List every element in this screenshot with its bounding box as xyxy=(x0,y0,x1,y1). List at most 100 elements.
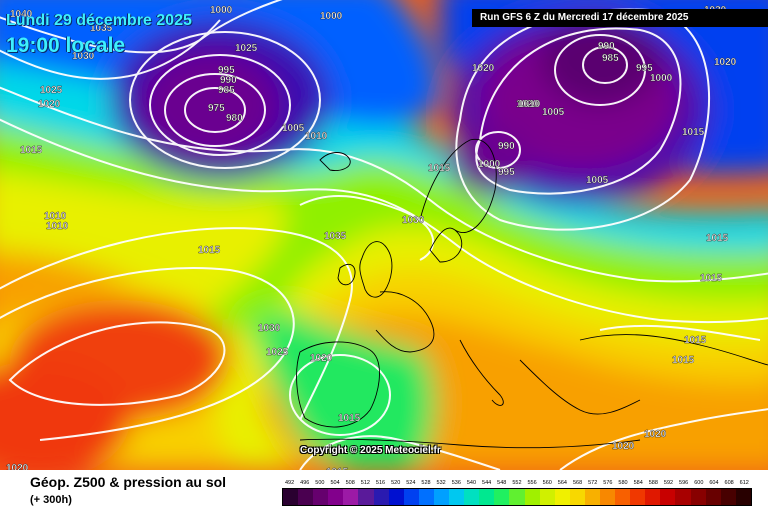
legend-label: 536 xyxy=(451,480,461,486)
legend-swatch xyxy=(403,489,419,505)
legend-label: 544 xyxy=(482,480,492,486)
pressure-label: 1025 xyxy=(266,347,289,358)
legend-swatch xyxy=(630,489,646,505)
legend-label: 520 xyxy=(391,480,401,486)
pressure-label: 1000 xyxy=(478,159,501,170)
pressure-label: 990 xyxy=(220,75,237,86)
legend-bar xyxy=(282,488,752,506)
legend-labels: 492 496 500 504 508 512 516 520 524 528 532 536 540 5… xyxy=(282,478,752,488)
coast-iceland xyxy=(319,152,351,171)
isobar-1020-africa xyxy=(559,408,768,470)
legend-label: 540 xyxy=(466,480,477,486)
legend-label: 596 xyxy=(679,480,689,486)
pressure-label: 1010 xyxy=(46,221,69,232)
isobar-1005-east xyxy=(475,27,682,195)
legend-swatch xyxy=(283,489,299,505)
pressure-label: 1025 xyxy=(40,85,63,96)
legend-label: 512 xyxy=(360,480,370,486)
isobar-1015-band xyxy=(0,86,768,283)
legend-swatch xyxy=(494,489,510,505)
legend-label: 532 xyxy=(436,480,446,486)
pressure-label: 1015 xyxy=(684,335,707,346)
pressure-labels: 1040103510301025102010009959909859759801… xyxy=(6,5,737,470)
pressure-label: 1025 xyxy=(235,43,258,54)
legend-label: 564 xyxy=(557,480,567,486)
legend-swatch xyxy=(358,489,374,505)
legend-label: 600 xyxy=(694,480,704,486)
legend-label: 552 xyxy=(512,480,522,486)
pressure-label: 1020 xyxy=(6,463,29,470)
coast-ireland xyxy=(337,264,356,286)
pressure-label: 1020 xyxy=(472,63,495,74)
pressure-label: 1015 xyxy=(700,273,723,284)
legend-swatch xyxy=(509,489,525,505)
legend-swatch xyxy=(584,489,600,505)
color-legend: 492 496 500 504 508 512 516 520 524 528 532 536 540 5… xyxy=(282,478,752,506)
pressure-label: 1010 xyxy=(518,99,541,110)
pressure-label: 1010 xyxy=(305,131,328,142)
valid-date: Lundi 29 décembre 2025 xyxy=(6,12,192,29)
legend-swatch xyxy=(343,489,359,505)
pressure-label: 1035 xyxy=(90,23,113,34)
legend-swatch xyxy=(554,489,570,505)
legend-swatch xyxy=(449,489,465,505)
legend-label: 584 xyxy=(633,480,643,486)
legend-swatch xyxy=(660,489,676,505)
legend-swatch xyxy=(720,489,736,505)
legend-label: 556 xyxy=(527,480,537,486)
geopotential-map: 1040103510301025102010009959909859759801… xyxy=(0,0,768,470)
legend-swatch xyxy=(690,489,706,505)
pressure-label: 1015 xyxy=(706,233,729,244)
pressure-label: 985 xyxy=(602,53,619,64)
legend-label: 496 xyxy=(300,480,310,486)
pressure-label: 990 xyxy=(498,141,515,152)
pressure-label: 1005 xyxy=(542,107,565,118)
legend-swatch xyxy=(373,489,389,505)
copyright-text: Copyright © 2025 Meteociel.fr xyxy=(300,445,441,456)
isobar-975 xyxy=(184,87,246,133)
isobar-995 xyxy=(149,54,291,156)
run-info-box: Run GFS 6 Z du Mercredi 17 décembre 2025 xyxy=(472,9,768,27)
coast-iberia xyxy=(296,341,380,428)
valid-time: 19:00 locale xyxy=(6,34,126,57)
isobar-1015-balkan xyxy=(599,324,761,341)
isobar-1030-south xyxy=(8,321,226,406)
legend-label: 568 xyxy=(572,480,583,486)
legend-label: 500 xyxy=(315,480,325,486)
product-title: Géop. Z500 & pression au sol xyxy=(30,474,227,490)
pressure-label: 990 xyxy=(598,41,615,52)
legend-swatch xyxy=(524,489,540,505)
pressure-label: 1030 xyxy=(72,51,95,62)
legend-swatch xyxy=(298,489,314,505)
legend-swatch xyxy=(464,489,480,505)
legend-swatch xyxy=(675,489,691,505)
legend-swatch xyxy=(735,489,751,505)
legend-swatch xyxy=(433,489,450,505)
isobar-985 xyxy=(164,73,266,147)
legend-label: 504 xyxy=(330,480,340,486)
isobar-995-east xyxy=(554,34,646,106)
pressure-label: 995 xyxy=(498,167,515,178)
coast-france xyxy=(375,291,435,353)
pressure-label: 1000 xyxy=(320,11,343,22)
pressure-label: 1000 xyxy=(650,73,673,84)
legend-label: 612 xyxy=(739,480,749,486)
coast-north-africa xyxy=(299,438,641,449)
pressure-label: 1015 xyxy=(672,355,695,366)
pressure-label: 1040 xyxy=(10,9,33,20)
legend-label: 560 xyxy=(542,480,552,486)
legend-label: 528 xyxy=(421,480,431,486)
legend-label: 516 xyxy=(375,480,386,486)
pressure-label: 975 xyxy=(208,103,225,114)
isobar-1015-africa xyxy=(299,435,501,470)
pressure-label: 1015 xyxy=(198,245,221,256)
pressure-label: 1000 xyxy=(210,5,233,16)
pressure-label: 1005 xyxy=(282,123,305,134)
legend-label: 508 xyxy=(345,480,355,486)
pressure-label: 1020 xyxy=(612,441,635,452)
pressure-label: 985 xyxy=(218,85,235,96)
legend-swatch xyxy=(599,489,616,505)
pressure-label: 1030 xyxy=(258,323,281,334)
legend-label: 580 xyxy=(618,480,628,486)
